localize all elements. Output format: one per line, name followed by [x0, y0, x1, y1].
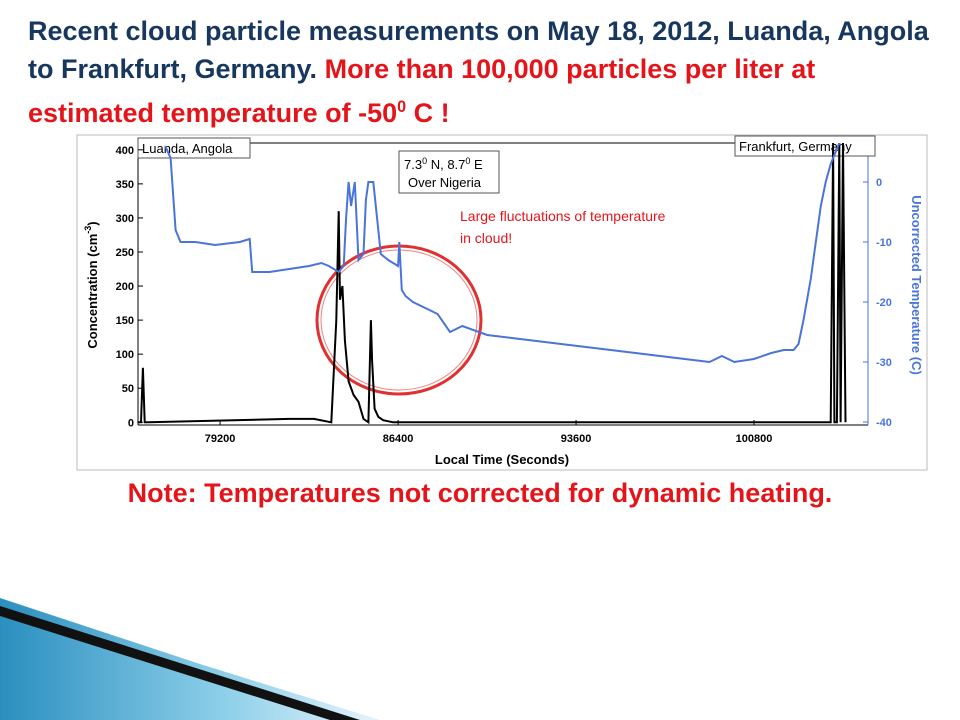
label-text: ) [85, 221, 100, 225]
y-tick-label: 0 [128, 417, 134, 429]
annotation-sup: 0 [465, 156, 470, 166]
title-highlight: More than 100,000 particles per liter at… [28, 54, 815, 128]
y-tick-label: 200 [116, 281, 134, 293]
title-sup: 0 [397, 98, 407, 116]
decoration [0, 606, 360, 720]
annotation: Large fluctuations of temperature [460, 208, 666, 224]
annotation: Over Nigeria [408, 175, 482, 190]
annotation-box [398, 150, 500, 194]
annotation: 7.30 N, 8.70 E [404, 156, 483, 172]
annotation-box [137, 137, 251, 159]
annotation: Luanda, Angola [142, 141, 233, 156]
y-tick-label: 350 [116, 179, 134, 191]
decoration [0, 598, 380, 720]
x-tick-label: 86400 [383, 433, 414, 445]
y-tick-label: 250 [116, 247, 134, 259]
y-axis-label: Concentration (cm-3) [83, 221, 100, 348]
title-text: C ! [406, 98, 450, 128]
y-tick-label: 50 [122, 383, 134, 395]
chart-frame [76, 134, 928, 471]
data-line [164, 143, 841, 364]
slide-title: Recent cloud particle measurements on Ma… [28, 12, 948, 132]
annotation: in cloud! [460, 230, 512, 246]
y2-tick-label: -30 [876, 357, 892, 369]
title-text: More than 100,000 particles per liter at… [28, 54, 816, 128]
annotation-text: 7.3 [404, 157, 422, 172]
y2-axis-label: Uncorrected Temperature (C) [909, 195, 924, 375]
annotation-sup: 0 [422, 156, 427, 166]
annotation-text: N, 8.7 [427, 157, 465, 172]
x-tick-label: 93600 [561, 433, 592, 445]
x-axis-label: Local Time (Seconds) [435, 452, 569, 467]
title-text: Recent cloud particle measurements on Ma… [28, 16, 929, 84]
y-tick-label: 100 [116, 349, 134, 361]
y2-tick-label: -20 [876, 297, 892, 309]
y-tick-label: 400 [116, 145, 134, 157]
y-tick-label: 300 [116, 213, 134, 225]
y2-tick-label: -10 [876, 237, 892, 249]
y2-tick-label: -40 [876, 417, 892, 429]
x-tick-label: 79200 [205, 433, 236, 445]
x-tick-label: 100800 [736, 433, 773, 445]
annotation: Frankfurt, Germany [739, 139, 852, 154]
data-line [138, 143, 847, 425]
label-text: Concentration (cm [85, 234, 100, 349]
y2-tick-label: 0 [876, 177, 882, 189]
annotation-text: E [470, 157, 483, 172]
y-tick-label: 150 [116, 315, 134, 327]
note: Note: Temperatures not corrected for dyn… [127, 478, 833, 508]
label-sup: -3 [83, 226, 93, 234]
